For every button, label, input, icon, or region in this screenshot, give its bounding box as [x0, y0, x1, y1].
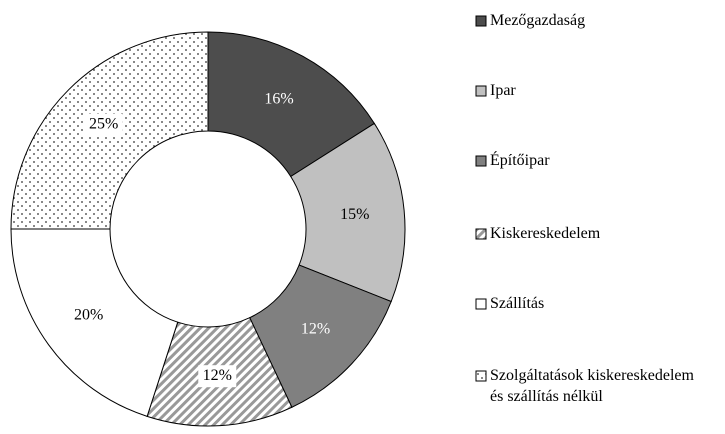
data-label: 12%: [301, 321, 330, 338]
legend-marker: [475, 155, 487, 167]
legend-label: Ipar: [490, 82, 516, 99]
legend-label: Szolgáltatások kiskereskedelem és szállí…: [490, 367, 694, 405]
legend-marker: [475, 370, 487, 382]
label-bg: [84, 113, 123, 136]
data-label: 12%: [203, 367, 232, 384]
data-label: 16%: [264, 90, 293, 107]
legend-label: Kiskereskedelem: [490, 225, 601, 242]
data-label: 15%: [340, 206, 369, 223]
data-label: 20%: [74, 306, 103, 323]
legend-label: Szállítás: [490, 295, 545, 312]
legend-label: Mezőgazdaság: [490, 12, 586, 29]
legend-marker: [475, 85, 487, 97]
wedge: [10, 228, 179, 417]
legend-marker: [475, 15, 487, 27]
legend-label: Építőipar: [490, 152, 550, 169]
wedge: [207, 31, 376, 178]
legend-marker: [475, 228, 487, 240]
label-bg: [198, 365, 237, 388]
legend-marker: [475, 298, 487, 310]
data-label: 25%: [89, 115, 118, 132]
